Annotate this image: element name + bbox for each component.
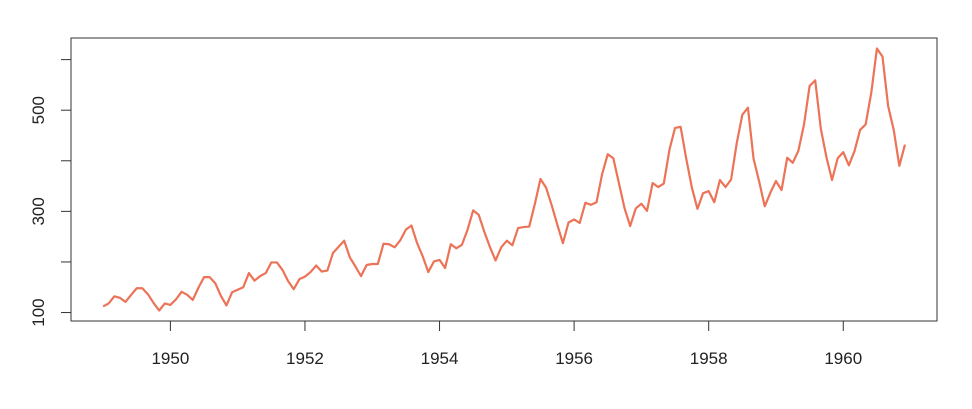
x-tick-label: 1960 xyxy=(824,349,862,368)
plot-frame xyxy=(70,37,938,322)
y-tick-label: 100 xyxy=(29,298,48,326)
x-tick-label: 1958 xyxy=(690,349,728,368)
x-tick-label: 1956 xyxy=(555,349,593,368)
series-line xyxy=(102,47,907,312)
y-tick-label: 300 xyxy=(29,197,48,225)
x-tick-label: 1950 xyxy=(151,349,189,368)
x-tick-label: 1954 xyxy=(421,349,459,368)
y-tick-label: 500 xyxy=(29,96,48,124)
x-tick-label: 1952 xyxy=(286,349,324,368)
